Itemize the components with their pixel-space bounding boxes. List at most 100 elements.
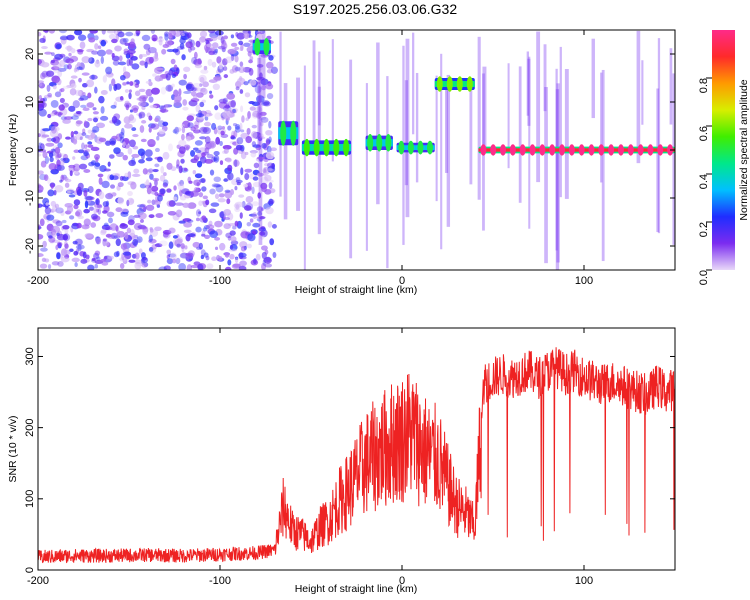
heatmap-cell xyxy=(129,198,135,204)
heatmap-cell xyxy=(252,176,259,181)
heatmap-cell xyxy=(138,226,148,230)
heatmap-cell xyxy=(223,35,229,40)
heatmap-cell xyxy=(138,159,145,164)
heatmap-cell xyxy=(105,193,114,200)
heatmap-cell xyxy=(59,35,69,41)
heatmap-cell xyxy=(102,210,108,214)
heatmap-cell xyxy=(145,88,153,97)
heatmap-cell xyxy=(92,117,99,123)
heatmap-cell xyxy=(42,128,51,132)
heatmap-cell xyxy=(209,94,214,99)
heatmap-cell xyxy=(221,125,225,130)
heatmap-cell xyxy=(259,133,265,139)
heatmap-cell xyxy=(149,104,158,109)
heatmap-cell xyxy=(186,115,194,122)
heatmap-y-tick-label: 10 xyxy=(24,96,36,108)
heatmap-cell xyxy=(255,253,261,261)
snr-y-tick-label: 100 xyxy=(24,490,36,508)
heatmap-cell xyxy=(239,46,244,52)
heatmap-cell xyxy=(77,215,84,220)
heatmap-cell xyxy=(265,256,271,263)
heatmap-cell xyxy=(244,185,252,192)
heatmap-cell xyxy=(183,73,187,80)
heatmap-cell xyxy=(47,113,52,119)
heatmap-cell xyxy=(41,257,47,263)
heatmap-cell xyxy=(110,104,117,109)
heatmap-cell xyxy=(230,136,237,140)
heatmap-feature-line xyxy=(434,53,475,250)
heatmap-blob xyxy=(588,144,595,156)
heatmap-cell xyxy=(210,202,220,207)
heatmap-cell xyxy=(101,180,110,189)
heatmap-cell xyxy=(259,121,264,127)
heatmap-cell xyxy=(207,58,213,67)
heatmap-cell xyxy=(257,192,262,199)
heatmap-cell xyxy=(214,193,220,200)
heatmap-cell xyxy=(124,89,130,93)
heatmap-cell xyxy=(67,190,71,195)
heatmap-cell xyxy=(93,207,98,215)
heatmap-cell xyxy=(225,157,232,163)
heatmap-cell xyxy=(170,30,177,34)
heatmap-x-tick-label: 0 xyxy=(399,275,405,287)
heatmap-cell xyxy=(235,144,243,151)
heatmap-cell xyxy=(157,194,163,202)
heatmap-cell xyxy=(179,30,184,34)
heatmap-cell xyxy=(151,185,159,192)
heatmap-cell xyxy=(214,105,219,111)
heatmap-cell xyxy=(234,55,239,63)
heatmap-cell xyxy=(107,161,111,167)
heatmap-cell xyxy=(73,67,77,73)
heatmap-streak xyxy=(555,89,560,270)
heatmap-cell xyxy=(107,255,114,260)
heatmap-cell xyxy=(151,87,160,95)
heatmap-cell xyxy=(230,236,237,242)
colorbar-tick-label: 0.8 xyxy=(698,78,710,93)
heatmap-cell xyxy=(236,137,244,145)
heatmap-cell xyxy=(171,73,177,78)
heatmap-cell xyxy=(95,198,100,206)
heatmap-streak xyxy=(318,51,321,126)
heatmap-cell xyxy=(75,110,82,115)
heatmap-cell xyxy=(215,184,224,193)
heatmap-cell xyxy=(195,113,204,118)
heatmap-streak xyxy=(669,48,673,125)
heatmap-cell xyxy=(86,102,95,108)
heatmap-cell xyxy=(259,231,266,236)
heatmap-blob xyxy=(608,144,615,156)
heatmap-cell xyxy=(196,151,203,158)
heatmap-cell xyxy=(182,120,191,129)
heatmap-cell xyxy=(54,184,64,193)
heatmap-cell xyxy=(222,110,231,119)
heatmap-blob xyxy=(263,38,270,56)
heatmap-cell xyxy=(75,120,83,125)
heatmap-cell xyxy=(251,131,258,139)
heatmap-cell xyxy=(240,231,250,239)
heatmap-cell xyxy=(180,158,185,164)
heatmap-cell xyxy=(78,77,82,83)
heatmap-cell xyxy=(154,117,160,122)
heatmap-streak xyxy=(415,72,419,183)
heatmap-cell xyxy=(262,100,270,106)
heatmap-cell xyxy=(267,179,274,183)
heatmap-cell xyxy=(197,263,204,270)
heatmap-cell xyxy=(163,172,167,177)
heatmap-cell xyxy=(51,239,60,243)
heatmap-blob xyxy=(290,120,297,146)
heatmap-y-tick-label: -20 xyxy=(24,238,36,254)
heatmap-cell xyxy=(44,206,52,215)
heatmap-streak xyxy=(527,58,531,126)
heatmap-feature-noise xyxy=(38,30,278,270)
heatmap-cell xyxy=(252,181,261,188)
heatmap-cell xyxy=(270,163,275,169)
heatmap-cell xyxy=(224,189,231,193)
heatmap-cell xyxy=(248,100,255,105)
heatmap-cell xyxy=(211,122,217,130)
heatmap-cell xyxy=(71,115,79,120)
heatmap-cell xyxy=(68,194,76,198)
heatmap-cell xyxy=(73,130,79,135)
heatmap-cell xyxy=(180,243,185,250)
heatmap-cell xyxy=(194,173,203,179)
heatmap-cell xyxy=(245,195,254,204)
heatmap-streak xyxy=(331,39,334,162)
